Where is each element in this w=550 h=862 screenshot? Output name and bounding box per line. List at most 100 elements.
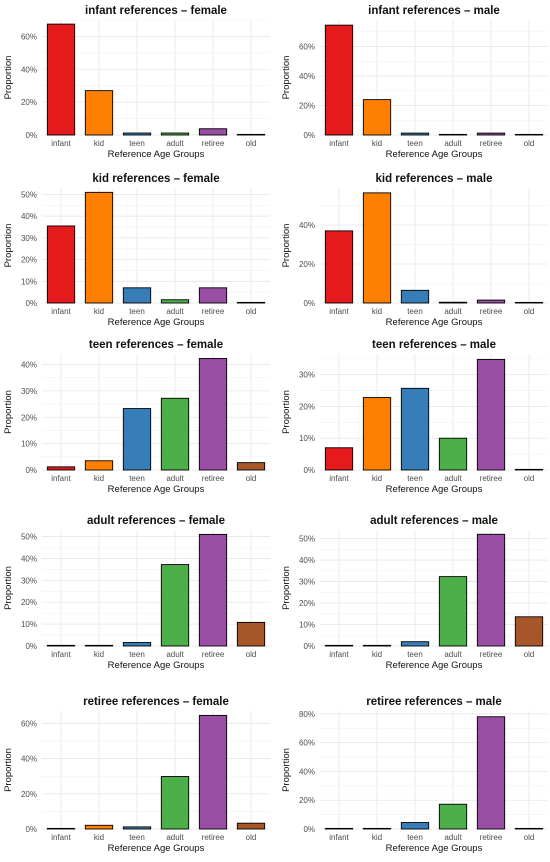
x-tick-label: retiree	[202, 650, 225, 659]
bar-adult	[438, 576, 468, 647]
x-axis-label: Reference Age Groups	[386, 484, 483, 495]
x-tick-label: infant	[51, 650, 71, 659]
x-tick-label: old	[524, 650, 535, 659]
x-tick-label: infant	[51, 474, 71, 483]
bar-kid	[362, 827, 392, 830]
x-tick-label: infant	[329, 833, 349, 842]
chart-title: adult references – male	[370, 515, 498, 527]
bar-infant	[324, 644, 354, 647]
x-tick-label: retiree	[480, 833, 503, 842]
x-tick-label: kid	[372, 650, 382, 659]
y-tick-label: 0%	[25, 642, 37, 651]
y-tick-label: 20%	[21, 98, 37, 107]
x-tick-label: retiree	[480, 139, 503, 148]
x-tick-label: kid	[372, 139, 382, 148]
y-tick-label: 40%	[21, 65, 37, 74]
y-tick-label: 40%	[21, 212, 37, 221]
chart-panel-6: teen references – male 0% 10% 20% 30% infant k…	[281, 339, 548, 495]
y-tick-label: 40%	[299, 72, 315, 81]
bar-kid	[362, 397, 392, 471]
x-tick-label: retiree	[480, 650, 503, 659]
x-axis-label: Reference Age Groups	[108, 484, 205, 495]
x-tick-label: infant	[329, 307, 349, 316]
x-tick-label: retiree	[202, 139, 225, 148]
x-axis-label: Reference Age Groups	[386, 317, 483, 328]
y-axis-label: Proportion	[3, 224, 14, 268]
x-tick-label: kid	[94, 139, 104, 148]
bar-old	[514, 301, 544, 304]
bar-teen	[122, 132, 152, 136]
bar-retiree	[476, 716, 506, 830]
x-axis-label: Reference Age Groups	[108, 317, 205, 328]
y-tick-label: 0%	[25, 466, 37, 475]
y-tick-label: 60%	[21, 32, 37, 41]
x-tick-label: teen	[407, 139, 423, 148]
chart-title: infant references – male	[368, 5, 500, 17]
bar-old	[236, 462, 266, 471]
chart-panel-10: retiree references – male 0% 20% 40% 60% 80% i…	[281, 696, 548, 854]
x-tick-label: adult	[444, 139, 462, 148]
x-tick-label: kid	[372, 307, 382, 316]
chart-panel-4: kid references – male 0% 20% 40% infant kid te…	[281, 173, 548, 328]
y-tick-label: 0%	[25, 299, 37, 308]
y-axis-label: Proportion	[281, 748, 292, 792]
y-tick-label: 40%	[21, 755, 37, 764]
y-axis-label: Proportion	[281, 56, 292, 100]
bar-old	[236, 301, 266, 304]
x-tick-label: adult	[444, 307, 462, 316]
x-axis-label: Reference Age Groups	[108, 660, 205, 671]
x-tick-label: infant	[51, 833, 71, 842]
x-tick-label: old	[246, 139, 257, 148]
y-tick-label: 30%	[21, 576, 37, 585]
x-axis-label: Reference Age Groups	[386, 843, 483, 854]
x-tick-label: infant	[329, 650, 349, 659]
bar-retiree	[476, 299, 506, 304]
x-tick-label: infant	[329, 474, 349, 483]
bar-infant	[46, 23, 76, 136]
y-tick-label: 0%	[25, 131, 37, 140]
x-tick-label: old	[246, 307, 257, 316]
y-tick-label: 10%	[21, 277, 37, 286]
x-tick-label: kid	[94, 650, 104, 659]
bar-adult	[160, 299, 190, 304]
x-tick-label: kid	[372, 833, 382, 842]
bar-old	[236, 133, 266, 136]
bar-retiree	[476, 132, 506, 136]
y-tick-label: 20%	[21, 598, 37, 607]
bar-old	[236, 621, 266, 647]
x-tick-label: old	[246, 833, 257, 842]
bar-kid	[84, 460, 114, 471]
y-tick-label: 50%	[21, 533, 37, 542]
y-axis-label: Proportion	[281, 224, 292, 268]
y-tick-label: 80%	[299, 710, 315, 719]
x-tick-label: teen	[407, 833, 423, 842]
bar-kid	[362, 644, 392, 647]
x-axis-label: Reference Age Groups	[386, 149, 483, 160]
x-tick-label: adult	[166, 139, 184, 148]
bar-adult	[160, 776, 190, 830]
y-tick-label: 0%	[303, 825, 315, 834]
bar-teen	[122, 642, 152, 647]
y-axis-label: Proportion	[281, 566, 292, 610]
y-tick-label: 60%	[299, 43, 315, 52]
chart-title: adult references – female	[87, 515, 225, 527]
bar-infant	[324, 24, 354, 136]
y-tick-label: 0%	[303, 131, 315, 140]
bar-infant	[324, 230, 354, 304]
chart-panel-2: infant references – male 0% 20% 40% 60% infan…	[281, 5, 548, 160]
bar-old	[514, 827, 544, 830]
y-axis-label: Proportion	[3, 390, 14, 434]
y-tick-label: 10%	[299, 621, 315, 630]
bar-adult	[438, 133, 468, 136]
chart-title: retiree references – male	[366, 696, 502, 708]
y-tick-label: 20%	[21, 256, 37, 265]
y-tick-label: 0%	[303, 642, 315, 651]
y-tick-label: 0%	[303, 299, 315, 308]
bar-retiree	[476, 533, 506, 647]
bar-retiree	[198, 128, 228, 136]
x-tick-label: kid	[372, 474, 382, 483]
y-tick-label: 40%	[299, 221, 315, 230]
bar-kid	[84, 644, 114, 647]
y-tick-label: 20%	[21, 413, 37, 422]
